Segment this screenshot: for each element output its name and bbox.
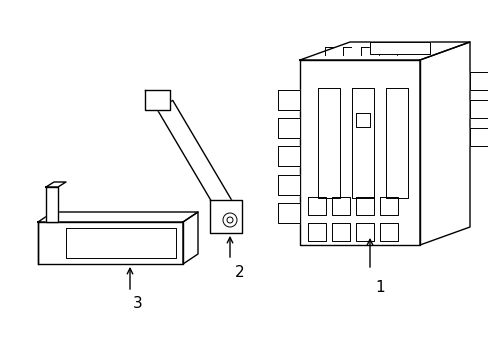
Polygon shape [307, 223, 325, 241]
Polygon shape [278, 90, 299, 110]
Polygon shape [46, 182, 66, 187]
Text: 1: 1 [374, 280, 384, 295]
Polygon shape [278, 203, 299, 223]
Circle shape [226, 217, 232, 223]
Polygon shape [278, 146, 299, 166]
Polygon shape [331, 223, 349, 241]
Polygon shape [355, 223, 373, 241]
Polygon shape [469, 128, 488, 146]
Polygon shape [183, 212, 198, 264]
Polygon shape [351, 88, 373, 198]
Polygon shape [278, 175, 299, 195]
Polygon shape [379, 197, 397, 215]
Polygon shape [299, 60, 419, 245]
Polygon shape [66, 228, 176, 258]
Polygon shape [38, 212, 198, 222]
Polygon shape [317, 88, 339, 198]
Polygon shape [46, 187, 58, 222]
Polygon shape [385, 88, 407, 198]
Polygon shape [355, 197, 373, 215]
Polygon shape [355, 113, 369, 127]
Polygon shape [379, 223, 397, 241]
Polygon shape [419, 42, 469, 245]
Polygon shape [38, 222, 183, 264]
Polygon shape [145, 90, 170, 110]
Polygon shape [209, 200, 242, 233]
Polygon shape [157, 100, 237, 220]
Circle shape [223, 213, 237, 227]
Text: 2: 2 [235, 265, 244, 280]
Polygon shape [469, 72, 488, 90]
Polygon shape [469, 100, 488, 118]
Polygon shape [278, 118, 299, 138]
Polygon shape [299, 42, 469, 60]
Polygon shape [307, 197, 325, 215]
Text: 3: 3 [133, 296, 142, 311]
Polygon shape [331, 197, 349, 215]
Polygon shape [369, 42, 429, 54]
